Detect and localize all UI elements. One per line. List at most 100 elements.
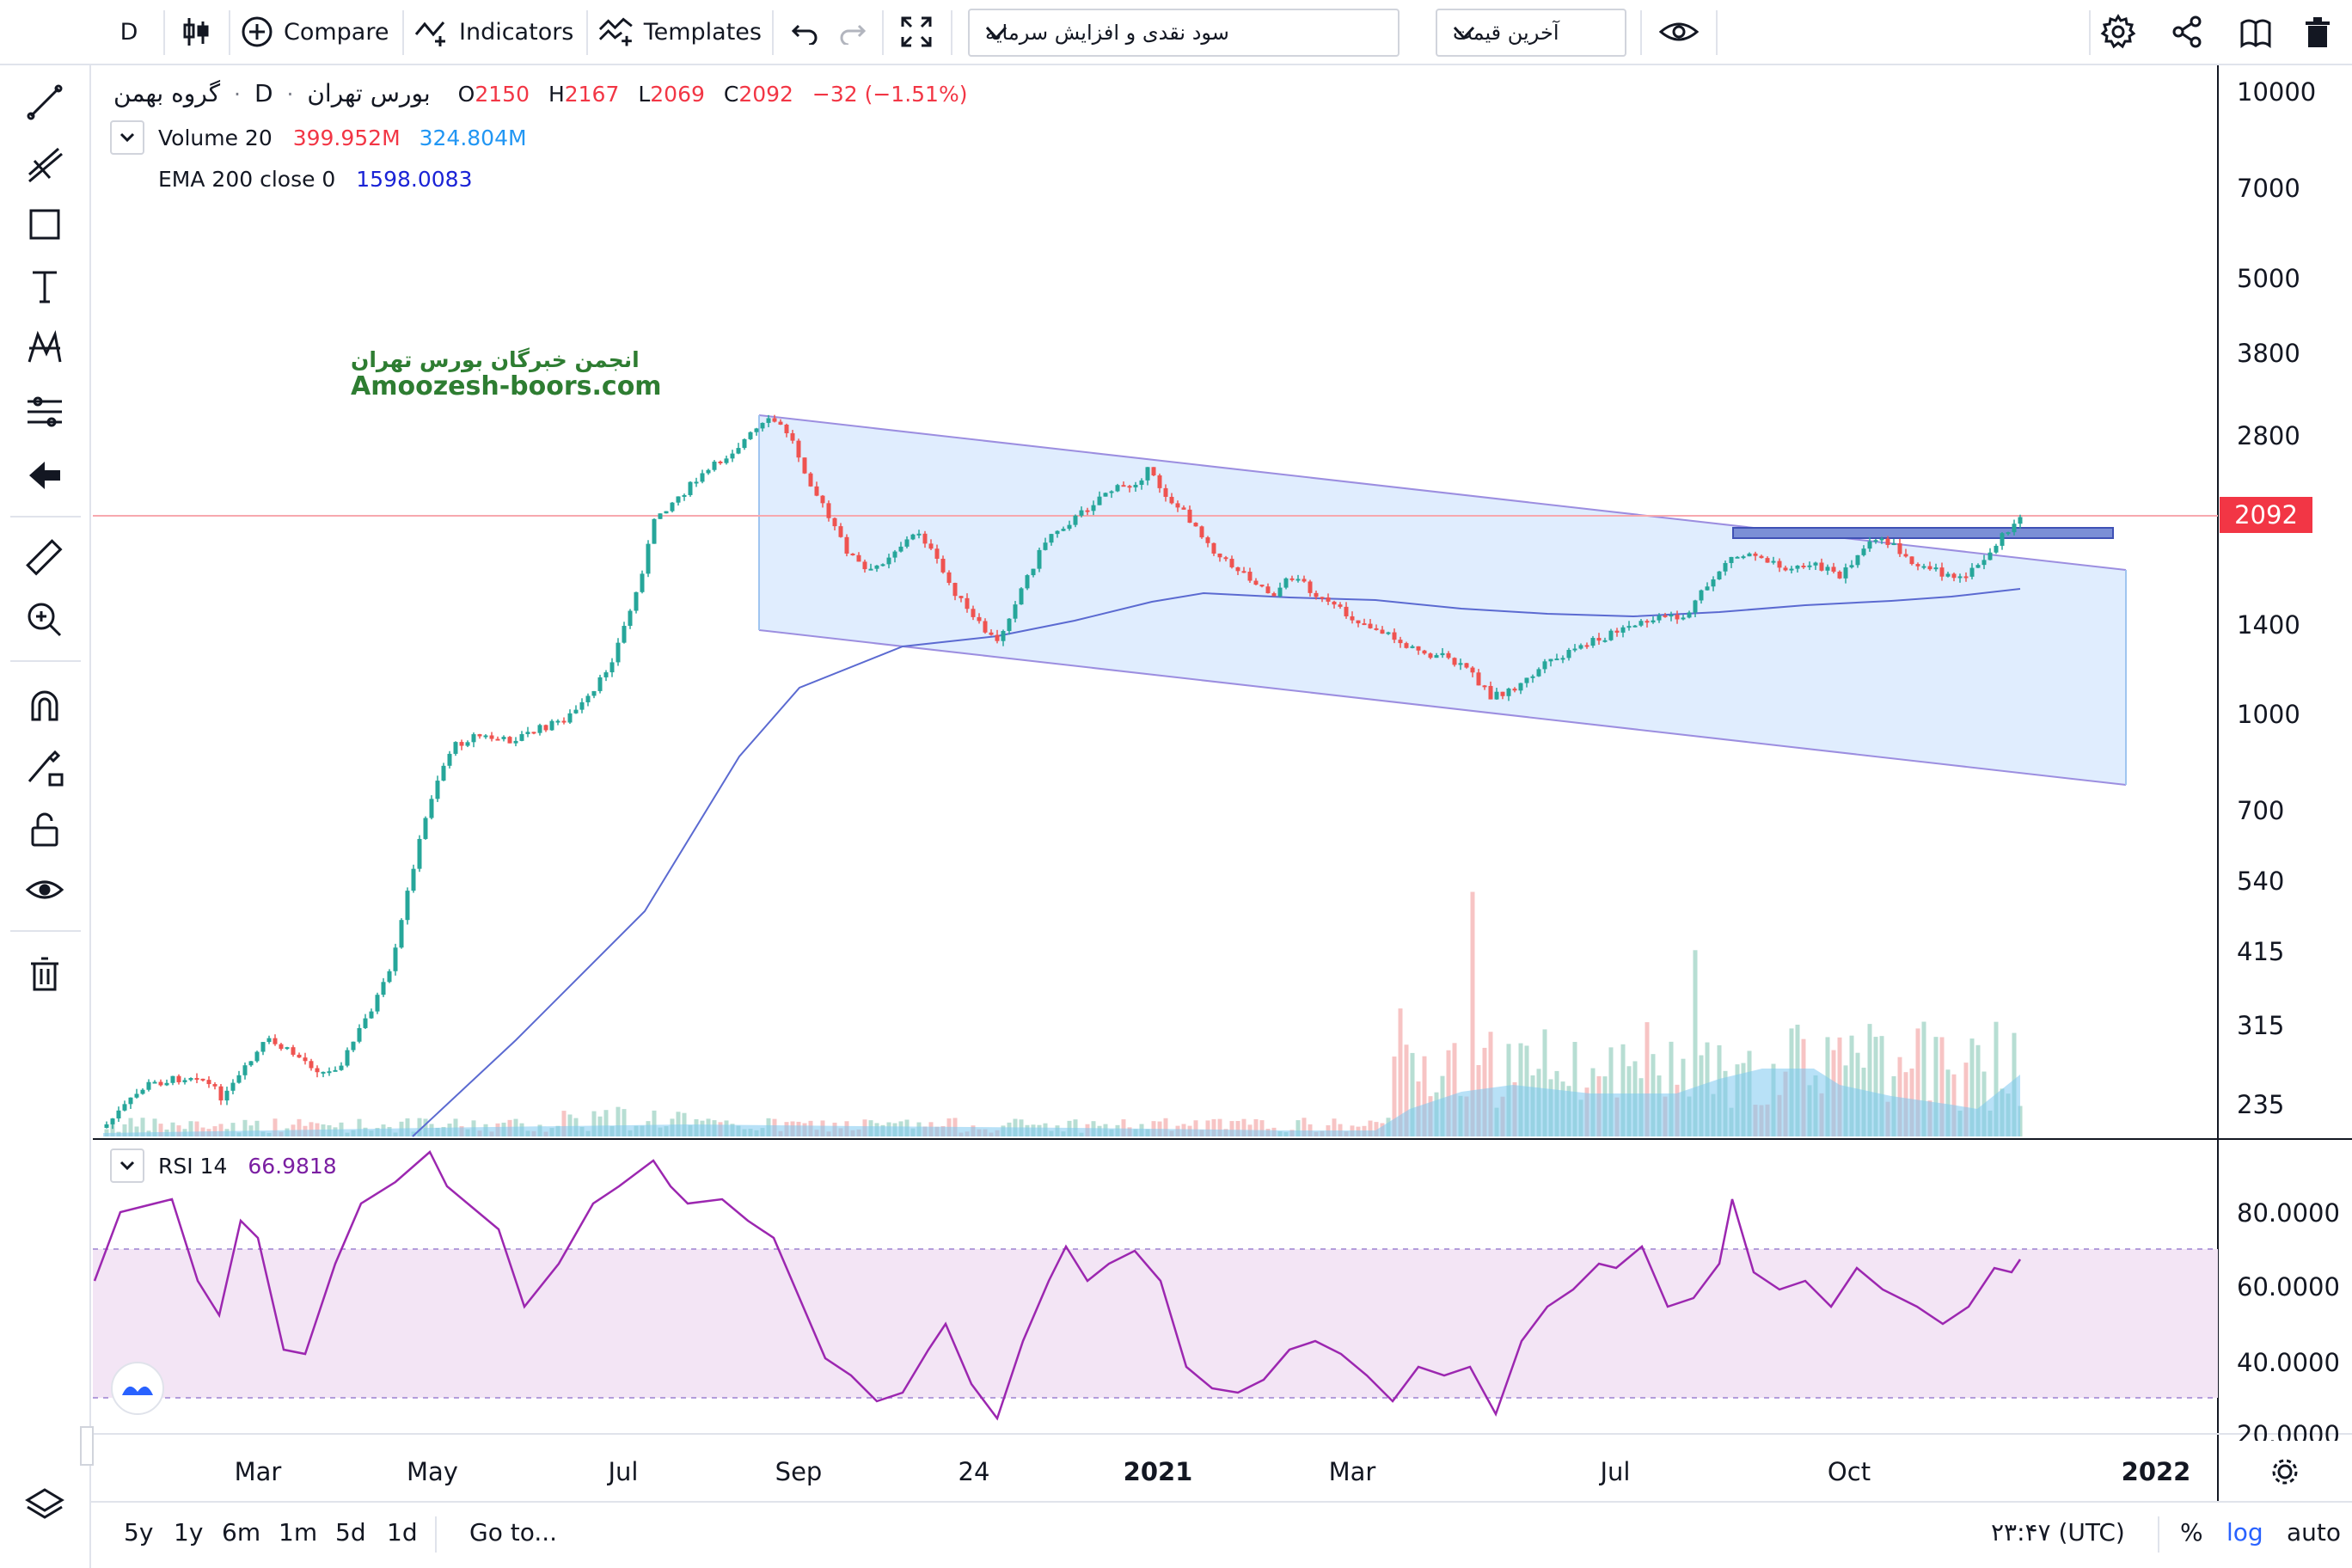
candle-body — [1626, 626, 1632, 628]
text-icon[interactable] — [20, 261, 70, 311]
toolbar-divider — [10, 660, 81, 662]
candle-body — [1434, 655, 1439, 658]
candle-body — [1620, 627, 1626, 633]
compare-button[interactable]: Compare — [241, 0, 395, 64]
range-5y[interactable]: 5y — [124, 1518, 154, 1547]
settings-gear-icon[interactable] — [2092, 0, 2144, 64]
auto-scale-toggle[interactable]: auto — [2287, 1518, 2342, 1547]
rectangle-icon[interactable] — [20, 199, 70, 249]
candle-body — [826, 503, 831, 518]
candle-body — [989, 632, 994, 635]
clock-timezone[interactable]: ۲۳:۴۷ (UTC) — [1991, 1518, 2125, 1547]
eye-icon[interactable] — [20, 865, 70, 915]
volume-bar — [1368, 1120, 1373, 1136]
goto-button[interactable]: Go to... — [469, 1518, 558, 1547]
candle-body — [1368, 623, 1373, 628]
log-scale-toggle[interactable]: log — [2226, 1518, 2263, 1547]
magnet-icon[interactable] — [20, 681, 70, 731]
eye-toggle-icon[interactable] — [1651, 0, 1707, 64]
delete-icon[interactable] — [2292, 0, 2343, 64]
dividends-dropdown[interactable]: سود نقدی و افزایش سرمایه — [968, 9, 1400, 57]
zoom-in-icon[interactable] — [20, 595, 70, 645]
range-1d[interactable]: 1d — [387, 1518, 418, 1547]
indicators-button[interactable]: Indicators — [414, 0, 578, 64]
volume-legend[interactable]: Volume 20 399.952M 324.804M — [158, 126, 527, 150]
axis-settings-gear-icon[interactable] — [2272, 1459, 2298, 1485]
rsi-legend[interactable]: RSI 14 66.9818 — [158, 1154, 337, 1179]
candle-body — [1614, 630, 1620, 633]
share-icon[interactable] — [2161, 0, 2213, 64]
candle-body — [200, 1078, 205, 1081]
undo-icon[interactable] — [782, 0, 827, 64]
candle-body — [170, 1075, 175, 1083]
range-6m[interactable]: 6m — [222, 1518, 261, 1547]
candle-body — [182, 1080, 187, 1082]
candle-body — [1295, 579, 1301, 581]
range-5d[interactable]: 5d — [335, 1518, 366, 1547]
fullscreen-icon[interactable] — [891, 0, 942, 64]
candle-body — [1211, 542, 1216, 554]
price-axis-label: 5000 — [2237, 264, 2300, 293]
symbol-exchange: بورس تهران — [307, 79, 431, 107]
unlock-icon[interactable] — [20, 805, 70, 854]
candle-body — [1061, 529, 1066, 531]
candle-style-icon[interactable] — [172, 0, 220, 64]
candle-body — [1187, 509, 1192, 524]
layers-icon[interactable] — [20, 1479, 70, 1528]
pitchfork-icon[interactable] — [20, 139, 70, 189]
volume-bar — [1915, 1028, 1920, 1136]
candle-body — [850, 554, 855, 556]
volume-bar — [591, 1111, 597, 1136]
symbol-name[interactable]: گروه بهمن — [113, 79, 221, 107]
volume-bar — [230, 1123, 236, 1136]
candle-body — [321, 1071, 326, 1074]
candle-body — [910, 534, 916, 540]
candle-body — [1422, 650, 1427, 654]
lock-drawing-icon[interactable] — [20, 743, 70, 793]
percent-scale-toggle[interactable]: % — [2180, 1518, 2203, 1547]
open-label: O — [457, 82, 475, 107]
resistance-zone[interactable] — [1732, 527, 2114, 539]
chevron-down-icon — [119, 132, 135, 143]
trend-line-icon[interactable] — [20, 77, 70, 127]
ema-legend[interactable]: EMA 200 close 0 1598.0083 — [158, 167, 472, 192]
candle-body — [724, 458, 729, 463]
range-1y[interactable]: 1y — [174, 1518, 204, 1547]
rsi-collapse-button[interactable] — [110, 1148, 144, 1183]
candle-body — [1801, 565, 1806, 567]
legend-collapse-button[interactable] — [110, 120, 144, 155]
interval-button[interactable]: D — [103, 0, 155, 64]
change-value: −32 (−1.51%) — [812, 82, 968, 107]
snapshot-icon[interactable] — [2230, 0, 2282, 64]
range-1m[interactable]: 1m — [279, 1518, 318, 1547]
candle-body — [1458, 663, 1463, 665]
candle-body — [158, 1081, 163, 1086]
candle-body — [1506, 689, 1511, 696]
back-arrow-icon[interactable] — [20, 450, 70, 500]
collapse-handle[interactable] — [80, 1426, 94, 1466]
volume-bar — [1488, 1032, 1493, 1136]
volume-bar — [1392, 1057, 1397, 1136]
pattern-icon[interactable] — [20, 323, 70, 373]
candle-body — [381, 982, 386, 995]
candle-body — [995, 634, 1000, 641]
redo-icon[interactable] — [830, 0, 875, 64]
volume-bar — [1332, 1118, 1337, 1136]
ruler-icon[interactable] — [20, 533, 70, 583]
candle-body — [236, 1075, 242, 1083]
templates-button[interactable]: Templates — [598, 0, 762, 64]
price-source-dropdown[interactable]: آخرین قیمت — [1436, 9, 1626, 57]
candle-body — [1013, 604, 1018, 619]
candle-body — [1103, 493, 1108, 497]
volume-bar — [1693, 950, 1698, 1136]
candle-body — [1356, 620, 1361, 624]
candle-body — [1903, 554, 1908, 557]
parallel-channel[interactable] — [759, 415, 2126, 785]
trash-icon[interactable] — [20, 949, 70, 999]
volume-bar — [1235, 1121, 1240, 1136]
candle-body — [616, 642, 621, 663]
tradingview-logo[interactable] — [111, 1362, 164, 1415]
candle-body — [116, 1110, 121, 1119]
forecast-icon[interactable] — [20, 385, 70, 435]
